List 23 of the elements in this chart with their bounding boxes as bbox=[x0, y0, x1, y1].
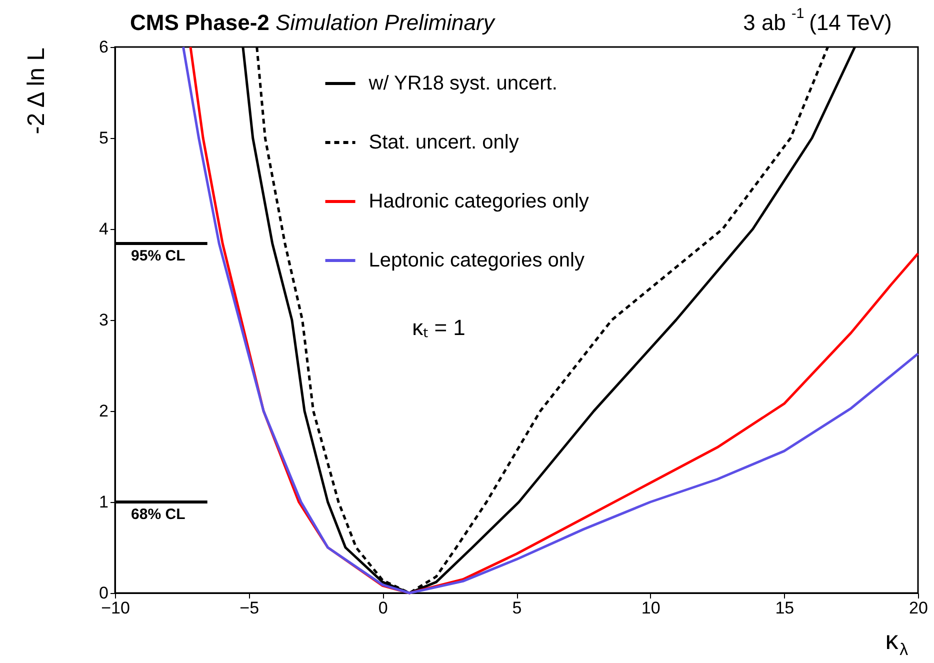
ref-line-label: 95% CL bbox=[131, 248, 186, 265]
chart-title: CMS Phase-2 bbox=[130, 10, 270, 35]
y-tick-label: 5 bbox=[99, 128, 108, 148]
y-tick-label: 3 bbox=[99, 310, 108, 330]
annotation: κₜ = 1 bbox=[412, 315, 466, 340]
legend-label: Leptonic categories only bbox=[368, 250, 584, 272]
x-tick-label: −5 bbox=[240, 598, 260, 618]
chart-subtitle: Simulation Preliminary bbox=[276, 10, 496, 35]
x-tick-label: 5 bbox=[512, 598, 522, 618]
legend-label: w/ YR18 syst. uncert. bbox=[368, 72, 558, 94]
legend-label: Stat. uncert. only bbox=[368, 132, 519, 154]
y-tick-label: 1 bbox=[99, 492, 108, 512]
ref-line-label: 68% CL bbox=[131, 506, 186, 523]
x-tick-label: 10 bbox=[641, 598, 660, 618]
y-axis-title: -2 Δ ln L bbox=[23, 48, 50, 134]
y-tick-label: 6 bbox=[99, 38, 108, 56]
y-tick-label: 2 bbox=[99, 402, 108, 420]
x-tick-label: 20 bbox=[909, 598, 928, 618]
x-tick-label: 0 bbox=[378, 598, 388, 618]
text: 3 ab-1 (14 TeV) bbox=[743, 6, 892, 35]
y-tick-label: 4 bbox=[99, 220, 108, 238]
x-tick-label: 15 bbox=[775, 598, 794, 618]
legend-label: Hadronic categories only bbox=[368, 190, 589, 212]
